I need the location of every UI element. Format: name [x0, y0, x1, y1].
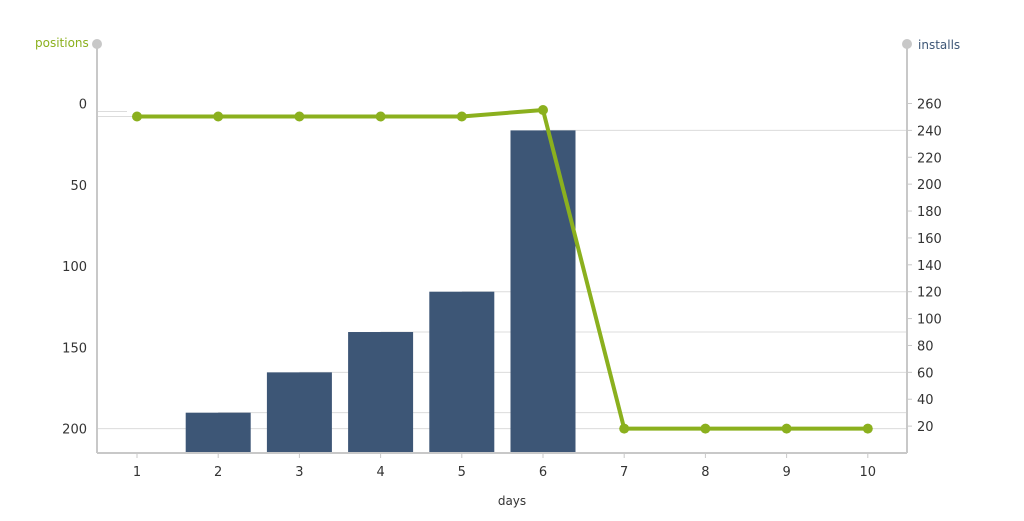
x-tick-label: 10 [860, 465, 877, 480]
line-point [132, 111, 142, 122]
right-tick-label: 180 [917, 205, 942, 220]
line-point [619, 423, 630, 434]
axes [92, 39, 912, 458]
left-axis-cap [92, 39, 102, 49]
left-tick-label: 50 [70, 179, 87, 194]
line-point [700, 423, 711, 434]
x-tick-label: 7 [620, 465, 628, 480]
bar [429, 291, 495, 453]
left-tick-label: 150 [62, 341, 87, 356]
right-tick-label: 80 [917, 339, 934, 354]
bar [348, 332, 414, 453]
left-tick-label: 100 [62, 260, 87, 275]
left-tick-label: 200 [62, 423, 87, 438]
x-axis-ticks: 1 2 3 4 5 6 7 8 9 10 [133, 465, 876, 480]
x-axis-title: days [498, 494, 526, 508]
right-axis-title: installs [918, 38, 960, 52]
left-axis-title: positions [35, 36, 89, 50]
bar [185, 412, 251, 453]
line-point [375, 111, 386, 122]
x-tick-label: 3 [295, 465, 303, 480]
right-axis-ticks: 20 40 60 80 100 120 140 160 180 200 220 240 260 [917, 98, 942, 436]
right-tick-label: 140 [917, 259, 942, 274]
line-point [781, 423, 792, 434]
right-tick-label: 160 [917, 232, 942, 247]
bar [266, 372, 332, 453]
right-tick-label: 100 [917, 313, 942, 328]
x-tick-label: 1 [133, 465, 141, 480]
line-point [294, 111, 305, 122]
line-series [132, 105, 873, 434]
right-axis-cap [902, 39, 912, 49]
bar-series [185, 130, 576, 453]
x-tick-label: 9 [782, 465, 790, 480]
line-point [456, 111, 467, 122]
left-tick-label: 0 [79, 98, 87, 113]
line-point [213, 111, 224, 122]
x-tick-label: 8 [701, 465, 709, 480]
right-tick-label: 60 [917, 366, 934, 381]
bar [510, 130, 576, 453]
x-tick-label: 5 [458, 465, 466, 480]
right-tick-label: 40 [917, 393, 934, 408]
x-tick-label: 6 [539, 465, 547, 480]
right-tick-label: 240 [917, 124, 942, 139]
right-tick-label: 20 [917, 420, 934, 435]
right-tick-label: 200 [917, 178, 942, 193]
left-axis-ticks: 0 50 100 150 200 [62, 98, 87, 438]
x-tick-label: 4 [376, 465, 384, 480]
line-point [862, 423, 873, 434]
x-tick-label: 2 [214, 465, 222, 480]
right-tick-label: 120 [917, 286, 942, 301]
line-path [137, 108, 868, 431]
right-tick-label: 260 [917, 98, 942, 113]
grid-lines [97, 111, 907, 430]
line-point [538, 105, 548, 116]
right-tick-label: 220 [917, 151, 942, 166]
